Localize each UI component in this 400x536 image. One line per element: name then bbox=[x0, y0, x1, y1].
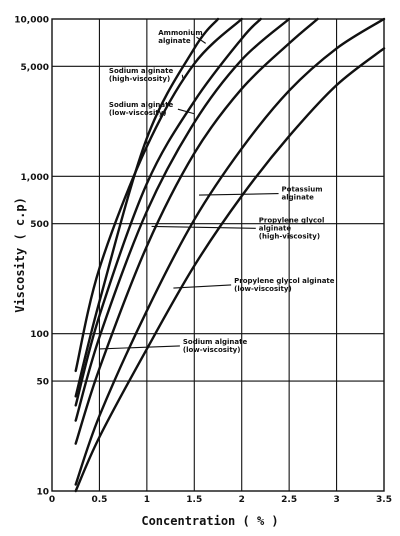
annotation-leader bbox=[199, 193, 279, 196]
annotation-leader bbox=[151, 225, 256, 229]
series-line bbox=[74, 17, 319, 445]
y-tick-labels: 10 50 100 500 1,000 5,000 10,000 bbox=[14, 16, 49, 498]
annotation-label: Propylene glycol alginate (low-viscosity) bbox=[234, 277, 335, 293]
x-tick-label: 2 bbox=[239, 495, 245, 505]
x-tick-label: 3 bbox=[333, 495, 339, 505]
annotation-leader bbox=[196, 36, 206, 44]
annotation-line: alginate bbox=[259, 224, 292, 232]
annotation-line: Propylene glycol bbox=[259, 216, 325, 224]
series-line bbox=[74, 17, 262, 407]
annotation-line: alginate bbox=[158, 37, 191, 45]
series-lines bbox=[74, 17, 386, 493]
grid-lines bbox=[52, 19, 384, 491]
annotation-line: Ammonium bbox=[158, 29, 202, 37]
y-tick-label: 10 bbox=[36, 488, 49, 498]
annotation-line: Propylene glycol alginate bbox=[234, 277, 335, 285]
annotation-line: Potassium bbox=[282, 186, 323, 194]
annotation-label: Propylene glycol alginate (high-viscosity) bbox=[259, 216, 325, 240]
x-tick-labels: 0 0.5 1 1.5 2 2.5 3 3.5 bbox=[49, 495, 392, 505]
x-tick-label: 2.5 bbox=[281, 495, 297, 505]
annotation-line: (low-viscosity) bbox=[234, 285, 292, 293]
annotation-label: Sodium alginate (low-viscosity) bbox=[109, 101, 174, 117]
series-line bbox=[74, 17, 386, 486]
annotation-line: (high-viscosity) bbox=[259, 232, 320, 240]
annotation-leader bbox=[177, 108, 195, 115]
x-axis-title: Concentration ( % ) bbox=[141, 514, 278, 528]
series-line bbox=[74, 17, 243, 373]
x-tick-label: 1 bbox=[144, 495, 150, 505]
annotation-line: (low-viscosity) bbox=[109, 109, 167, 117]
y-tick-label: 5,000 bbox=[21, 63, 49, 73]
annotation-line: alginate bbox=[282, 194, 315, 202]
y-tick-label: 500 bbox=[30, 220, 49, 230]
y-tick-label: 50 bbox=[36, 378, 49, 388]
y-tick-label: 10,000 bbox=[14, 16, 49, 26]
annotation-label: Potassium alginate bbox=[282, 186, 323, 202]
x-tick-label: 1.5 bbox=[186, 495, 202, 505]
annotation-leader bbox=[181, 74, 184, 79]
annotation-line: Sodium alginate bbox=[109, 67, 174, 75]
annotation-line: (high-viscosity) bbox=[109, 75, 170, 83]
annotation-line: Sodium alginate bbox=[183, 338, 248, 346]
x-tick-label: 0 bbox=[49, 495, 55, 505]
annotation-label: Sodium alginate (low-viscosity) bbox=[183, 338, 248, 354]
annotation-label: Sodium alginate (high-viscosity) bbox=[109, 67, 174, 83]
annotation-leader bbox=[173, 284, 232, 289]
series-line bbox=[74, 17, 291, 422]
annotation-leader bbox=[99, 345, 180, 350]
y-tick-label: 100 bbox=[30, 330, 49, 340]
y-tick-label: 1,000 bbox=[21, 173, 49, 183]
series-line bbox=[74, 17, 220, 398]
annotation-line: Sodium alginate bbox=[109, 101, 174, 109]
y-axis-title: Viscosity ( c.p) bbox=[13, 197, 27, 313]
annotation-line: (low-viscosity) bbox=[183, 346, 241, 354]
x-tick-label: 0.5 bbox=[91, 495, 107, 505]
x-tick-label: 3.5 bbox=[376, 495, 392, 505]
series-line bbox=[74, 47, 386, 493]
annotation-label: Ammonium alginate bbox=[158, 29, 202, 45]
